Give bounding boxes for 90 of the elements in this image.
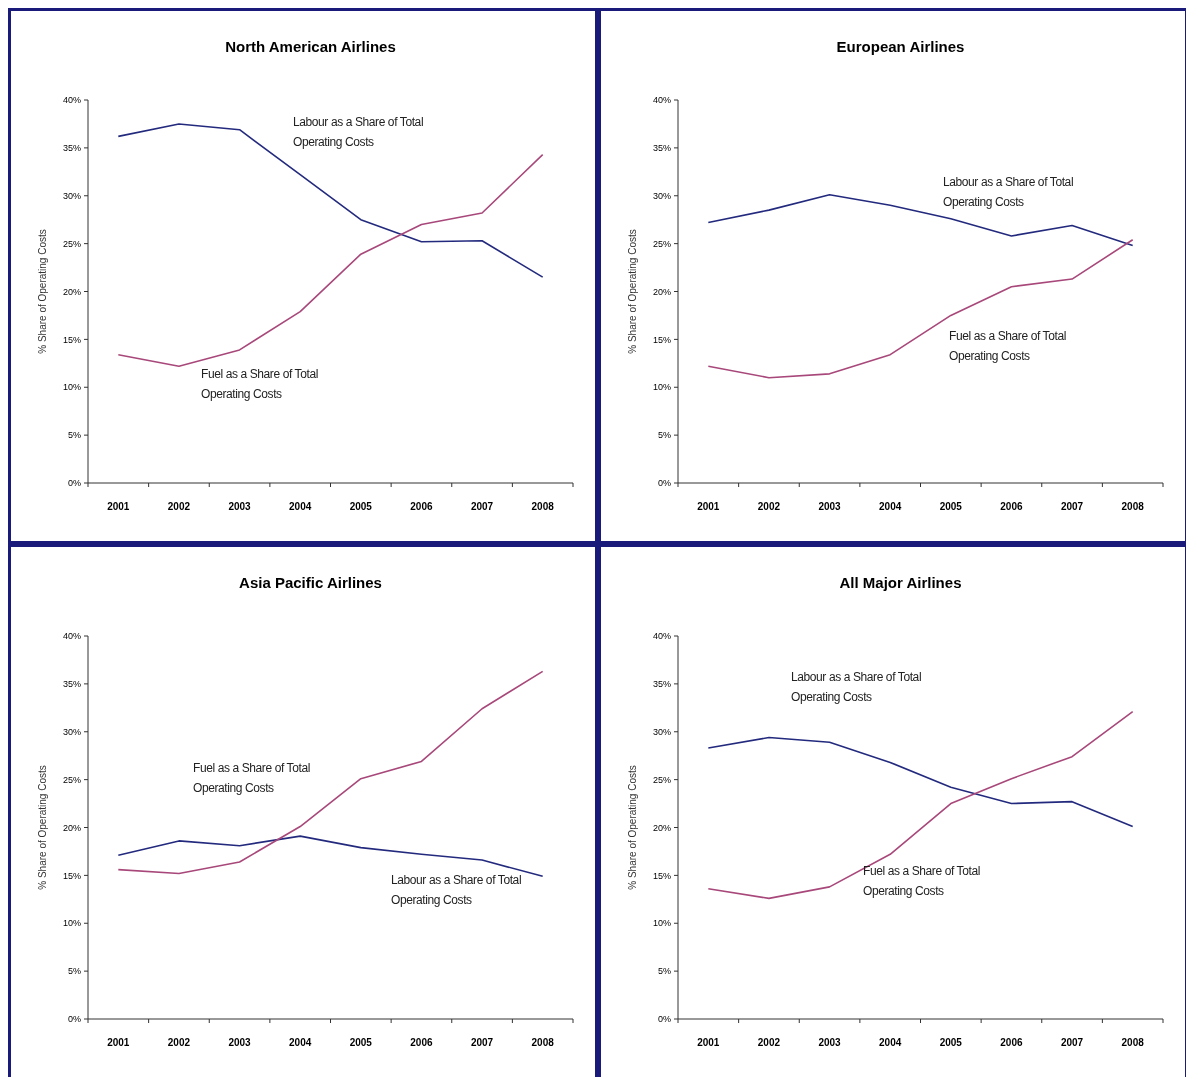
x-tick-label: 2001 xyxy=(107,501,130,512)
x-tick-label: 2005 xyxy=(939,501,963,512)
series-label: Fuel as a Share of Total Operating Costs xyxy=(201,367,318,401)
x-tick-label: 2003 xyxy=(818,1037,842,1048)
x-tick-label: 2002 xyxy=(167,501,191,512)
x-tick-label: 2005 xyxy=(939,1037,963,1048)
x-tick-label: 2007 xyxy=(470,501,494,512)
y-tick-label: 0% xyxy=(67,1014,81,1025)
y-tick-label: 20% xyxy=(62,822,81,833)
y-tick-label: 25% xyxy=(652,774,671,785)
series-label: Labour as a Share of Total Operating Costs xyxy=(293,115,424,149)
line-series xyxy=(707,193,1134,247)
y-tick-label: 30% xyxy=(652,190,671,201)
chart-title: European Airlines xyxy=(836,38,965,55)
y-tick-label: 10% xyxy=(62,918,81,929)
y-tick-label: 40% xyxy=(652,631,671,642)
y-tick-label: 5% xyxy=(657,966,671,977)
x-tick-label: 2008 xyxy=(531,501,555,512)
series-label: Labour as a Share of Total Operating Costs xyxy=(943,175,1074,209)
y-tick-label: 15% xyxy=(62,334,81,345)
y-tick-label: 35% xyxy=(652,143,671,154)
x-tick-label: 2007 xyxy=(1060,1037,1084,1048)
y-axis-title: % Share of Operating Costs xyxy=(627,765,638,890)
x-tick-label: 2001 xyxy=(697,1037,720,1048)
x-tick-label: 2004 xyxy=(289,1037,312,1048)
x-tick-label: 2008 xyxy=(1121,501,1145,512)
y-tick-label: 20% xyxy=(652,286,671,297)
text: Labour as a Share of Total Operating Costs xyxy=(791,670,922,704)
chart-title: All Major Airlines xyxy=(839,574,962,591)
x-tick-label: 2005 xyxy=(349,1037,373,1048)
x-tick-label: 2008 xyxy=(1121,1037,1145,1048)
y-tick-label: 40% xyxy=(62,95,81,106)
y-tick-label: 40% xyxy=(652,95,671,106)
y-tick-label: 20% xyxy=(62,286,81,297)
x-tick-label: 2007 xyxy=(470,1037,494,1048)
y-tick-label: 5% xyxy=(67,966,81,977)
series-label: Fuel as a Share of Total Operating Costs xyxy=(193,761,310,795)
x-tick-label: 2003 xyxy=(228,1037,252,1048)
y-tick-label: 30% xyxy=(62,190,81,201)
y-tick-label: 10% xyxy=(652,382,671,393)
x-tick-label: 2004 xyxy=(879,501,902,512)
x-tick-label: 2006 xyxy=(1000,501,1023,512)
y-tick-label: 25% xyxy=(652,238,671,249)
x-tick-label: 2004 xyxy=(289,501,312,512)
y-tick-label: 20% xyxy=(652,822,671,833)
y-tick-label: 15% xyxy=(652,870,671,881)
y-tick-label: 10% xyxy=(652,918,671,929)
y-tick-label: 30% xyxy=(62,726,81,737)
chart-title: Asia Pacific Airlines xyxy=(239,574,382,591)
y-tick-label: 0% xyxy=(67,478,81,489)
series-label: Labour as a Share of Total Operating Costs xyxy=(391,873,522,907)
x-tick-label: 2003 xyxy=(228,501,252,512)
x-tick-label: 2003 xyxy=(818,501,842,512)
y-axis-title: % Share of Operating Costs xyxy=(627,229,638,354)
line-series xyxy=(707,710,1134,900)
y-tick-label: 25% xyxy=(62,774,81,785)
x-tick-label: 2005 xyxy=(349,501,373,512)
chart-title: North American Airlines xyxy=(225,38,396,55)
line-series xyxy=(117,670,544,875)
x-tick-label: 2002 xyxy=(757,501,781,512)
series-label: Fuel as a Share of Total Operating Costs xyxy=(863,864,980,898)
x-tick-label: 2001 xyxy=(697,501,720,512)
y-tick-label: 15% xyxy=(62,870,81,881)
y-tick-label: 35% xyxy=(62,143,81,154)
y-tick-label: 0% xyxy=(657,478,671,489)
y-tick-label: 40% xyxy=(62,631,81,642)
y-axis-title: % Share of Operating Costs xyxy=(37,765,48,890)
y-tick-label: 35% xyxy=(652,679,671,690)
x-tick-label: 2008 xyxy=(531,1037,555,1048)
line-series xyxy=(707,736,1134,828)
x-tick-label: 2001 xyxy=(107,1037,130,1048)
x-tick-label: 2006 xyxy=(1000,1037,1023,1048)
y-tick-label: 5% xyxy=(67,430,81,441)
y-axis-title: % Share of Operating Costs xyxy=(37,229,48,354)
x-tick-label: 2006 xyxy=(410,1037,433,1048)
y-tick-label: 0% xyxy=(657,1014,671,1025)
line-series xyxy=(117,153,544,367)
y-tick-label: 15% xyxy=(652,334,671,345)
y-tick-label: 10% xyxy=(62,382,81,393)
x-tick-label: 2002 xyxy=(167,1037,191,1048)
y-tick-label: 35% xyxy=(62,679,81,690)
x-tick-label: 2004 xyxy=(879,1037,902,1048)
x-tick-label: 2006 xyxy=(410,501,433,512)
x-tick-label: 2007 xyxy=(1060,501,1084,512)
y-tick-label: 30% xyxy=(652,726,671,737)
series-label: Fuel as a Share of Total Operating Costs xyxy=(949,329,1066,363)
x-tick-label: 2002 xyxy=(757,1037,781,1048)
y-tick-label: 25% xyxy=(62,238,81,249)
y-tick-label: 5% xyxy=(657,430,671,441)
line-series xyxy=(707,239,1134,379)
